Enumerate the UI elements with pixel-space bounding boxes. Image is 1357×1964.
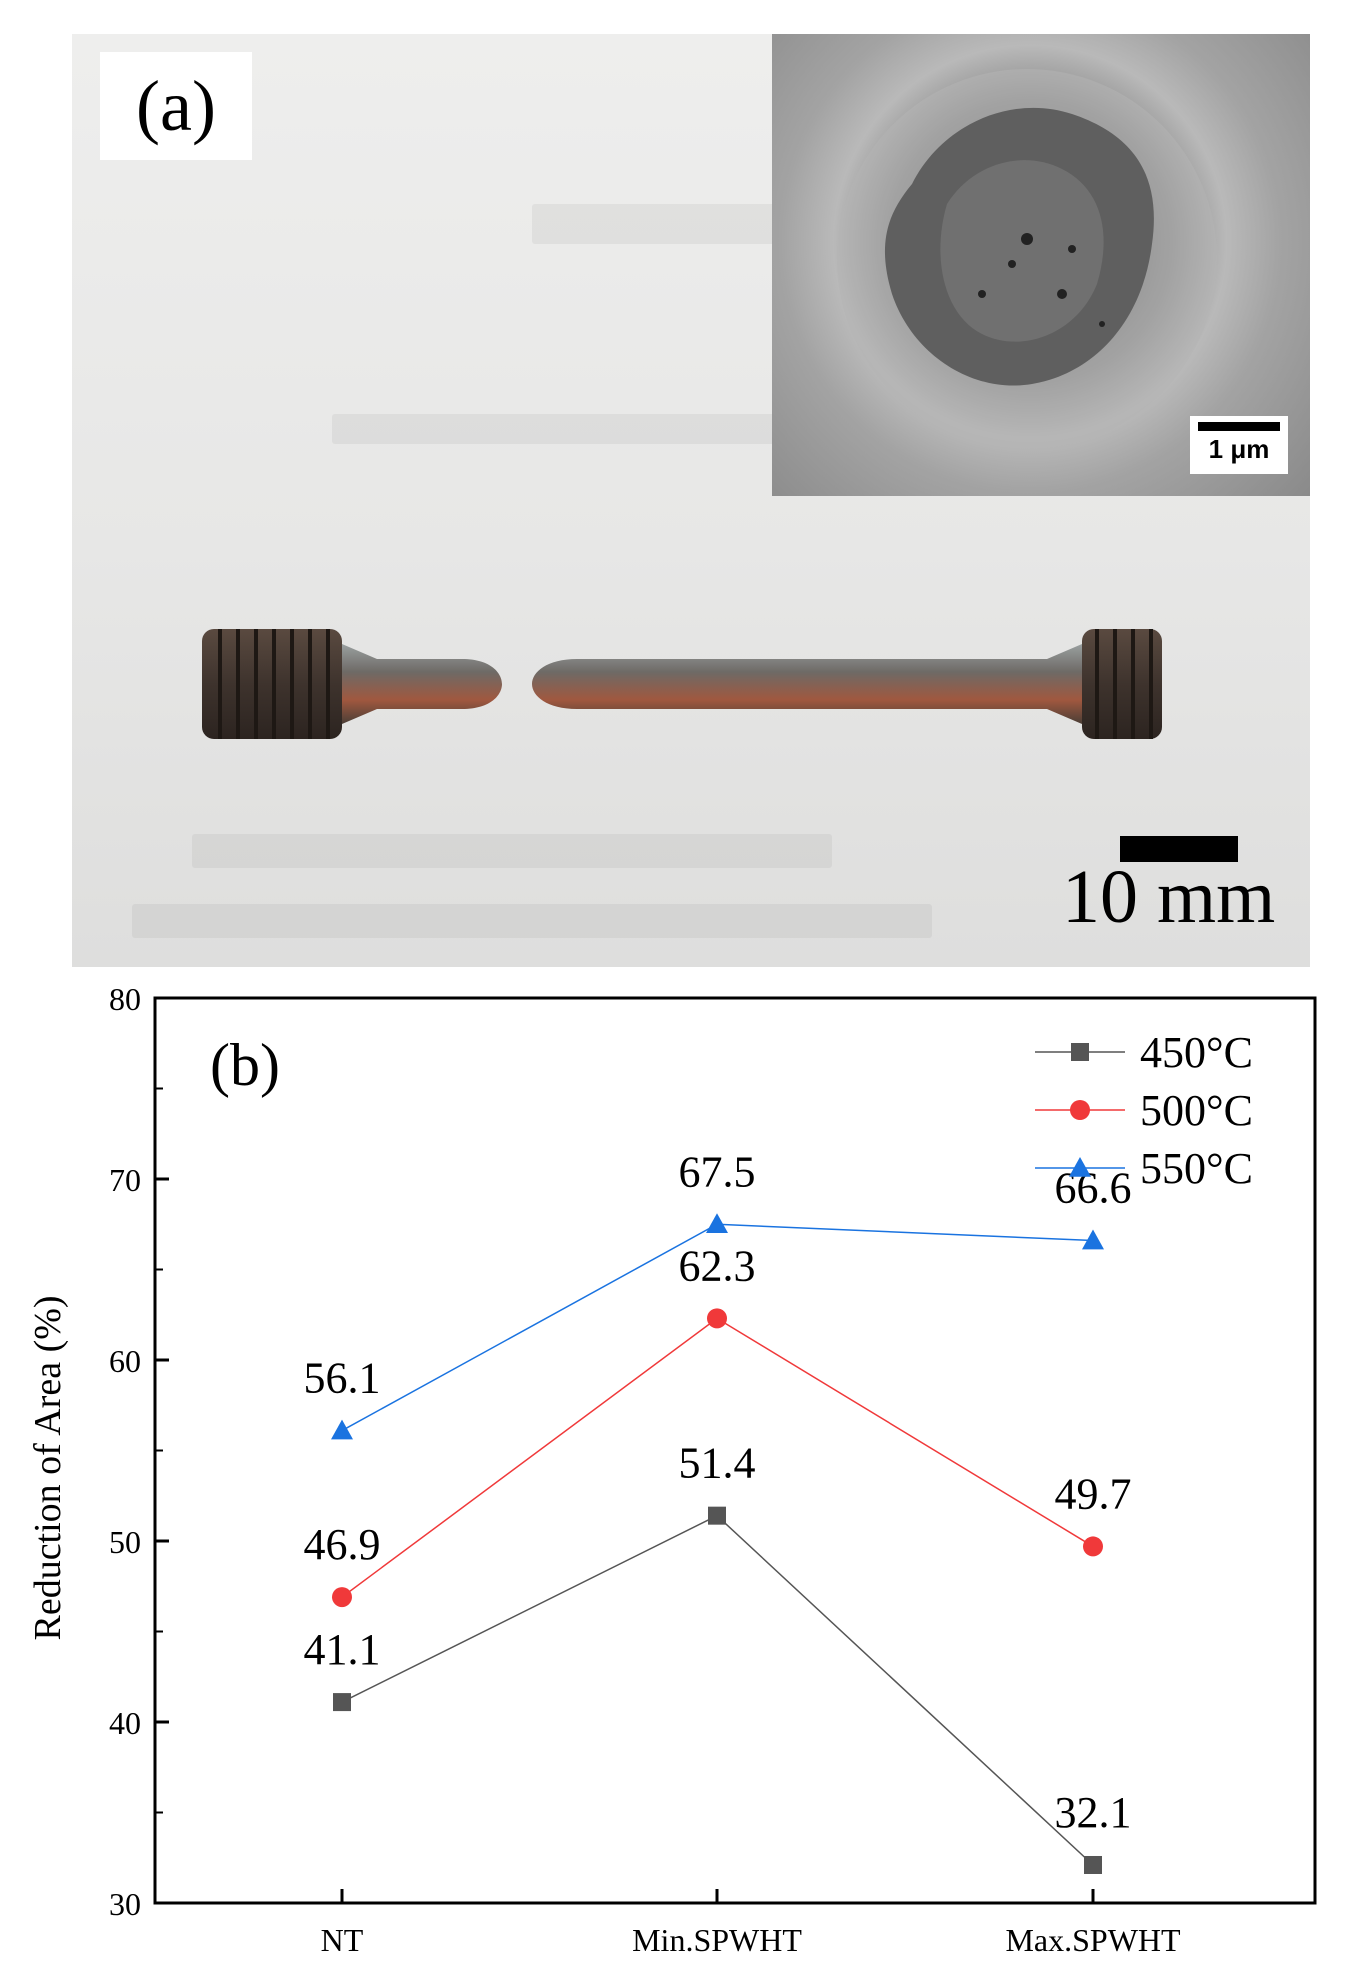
inset-scale-label: 1 μm (1208, 434, 1270, 464)
legend-marker (1070, 1100, 1090, 1120)
background-ghost-text (132, 904, 932, 938)
fractured-tensile-specimen (202, 629, 1162, 739)
inset-scale-bar: 1 μm (1190, 416, 1288, 474)
right-threaded-end (1082, 629, 1162, 739)
reduction-of-area-chart: 30 40 50 60 70 80 NT Min.SPWHT Max.SPWHT 41.1 51.… (27, 981, 1317, 1958)
legend-marker (1069, 1157, 1091, 1177)
x-tick-label: Max.SPWHT (1005, 1922, 1181, 1958)
data-labels: 41.1 51.4 32.1 46.9 62.3 49.7 56.1 67.5 66.6 (304, 1147, 1132, 1837)
data-label: 46.9 (304, 1520, 381, 1569)
data-point (1082, 1229, 1104, 1250)
fracture-surface-image (837, 69, 1217, 449)
background-ghost-text (332, 414, 792, 444)
left-gauge-section (342, 644, 502, 724)
legend-label: 450°C (1140, 1028, 1253, 1077)
y-tick-label: 50 (109, 1524, 141, 1560)
y-axis-label: Reduction of Area (%) (27, 1295, 69, 1640)
legend-label: 550°C (1140, 1144, 1253, 1193)
data-point (708, 1506, 726, 1525)
axes: 30 40 50 60 70 80 NT Min.SPWHT Max.SPWHT (109, 981, 1317, 1958)
right-gauge-section (532, 644, 1082, 724)
y-tick-label: 30 (109, 1886, 141, 1922)
data-label: 41.1 (304, 1625, 381, 1674)
y-tick-label: 80 (109, 981, 141, 1017)
data-label: 32.1 (1055, 1788, 1132, 1837)
legend-marker (1071, 1043, 1089, 1061)
x-tick-label: NT (321, 1922, 364, 1958)
data-label: 51.4 (679, 1439, 756, 1488)
legend-label: 500°C (1140, 1086, 1253, 1135)
x-tick-label: Min.SPWHT (632, 1922, 802, 1958)
sem-fracture-inset: 1 μm (772, 34, 1310, 496)
specimen-photo: (a) 1 μm (72, 34, 1310, 967)
data-label: 66.6 (1055, 1164, 1132, 1213)
background-ghost-text (192, 834, 832, 868)
series-lines (331, 1213, 1104, 1874)
data-label: 62.3 (679, 1241, 756, 1290)
series-line (341, 1514, 1094, 1866)
data-point (706, 1213, 728, 1234)
data-point (333, 1693, 351, 1712)
data-label: 56.1 (304, 1354, 381, 1403)
y-tick-label: 70 (109, 1162, 141, 1198)
data-point (1083, 1536, 1103, 1557)
data-point (332, 1587, 352, 1608)
photo-scale-label: 10 mm (1062, 855, 1276, 939)
photo-scale-bar (1120, 836, 1238, 862)
y-tick-label: 40 (109, 1705, 141, 1741)
inset-scale-bar-line (1198, 422, 1280, 431)
data-point (1084, 1855, 1102, 1874)
legend: 450°C 500°C 550°C (1035, 1028, 1253, 1193)
data-point (707, 1308, 727, 1329)
data-label: 67.5 (679, 1147, 756, 1196)
y-tick-label: 60 (109, 1343, 141, 1379)
data-label: 49.7 (1055, 1469, 1132, 1518)
panel-b-label: (b) (210, 1032, 280, 1098)
data-point (331, 1419, 353, 1440)
panel-a-label: (a) (100, 52, 252, 160)
